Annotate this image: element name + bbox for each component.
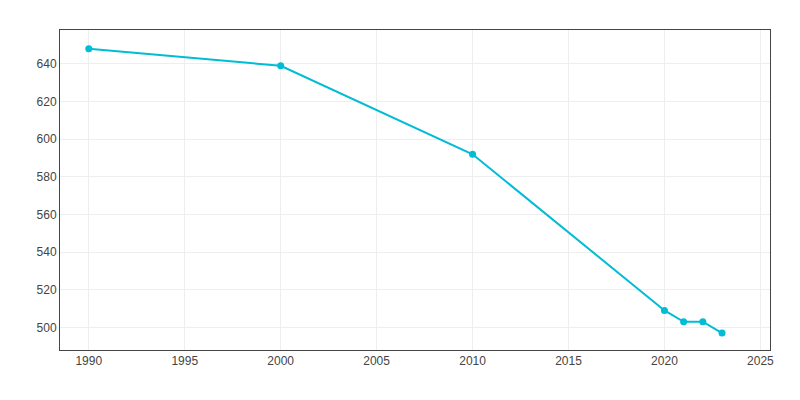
svg-text:1990: 1990 xyxy=(75,354,102,368)
svg-text:540: 540 xyxy=(37,245,57,259)
svg-text:520: 520 xyxy=(37,283,57,297)
svg-text:500: 500 xyxy=(37,321,57,335)
svg-text:2000: 2000 xyxy=(267,354,294,368)
svg-text:2015: 2015 xyxy=(555,354,582,368)
svg-text:580: 580 xyxy=(37,170,57,184)
svg-text:560: 560 xyxy=(37,208,57,222)
svg-text:2010: 2010 xyxy=(459,354,486,368)
svg-text:640: 640 xyxy=(37,57,57,71)
svg-text:2005: 2005 xyxy=(363,354,390,368)
svg-text:620: 620 xyxy=(37,95,57,109)
svg-text:2025: 2025 xyxy=(747,354,774,368)
svg-text:1995: 1995 xyxy=(171,354,198,368)
svg-text:2020: 2020 xyxy=(651,354,678,368)
svg-text:600: 600 xyxy=(37,132,57,146)
